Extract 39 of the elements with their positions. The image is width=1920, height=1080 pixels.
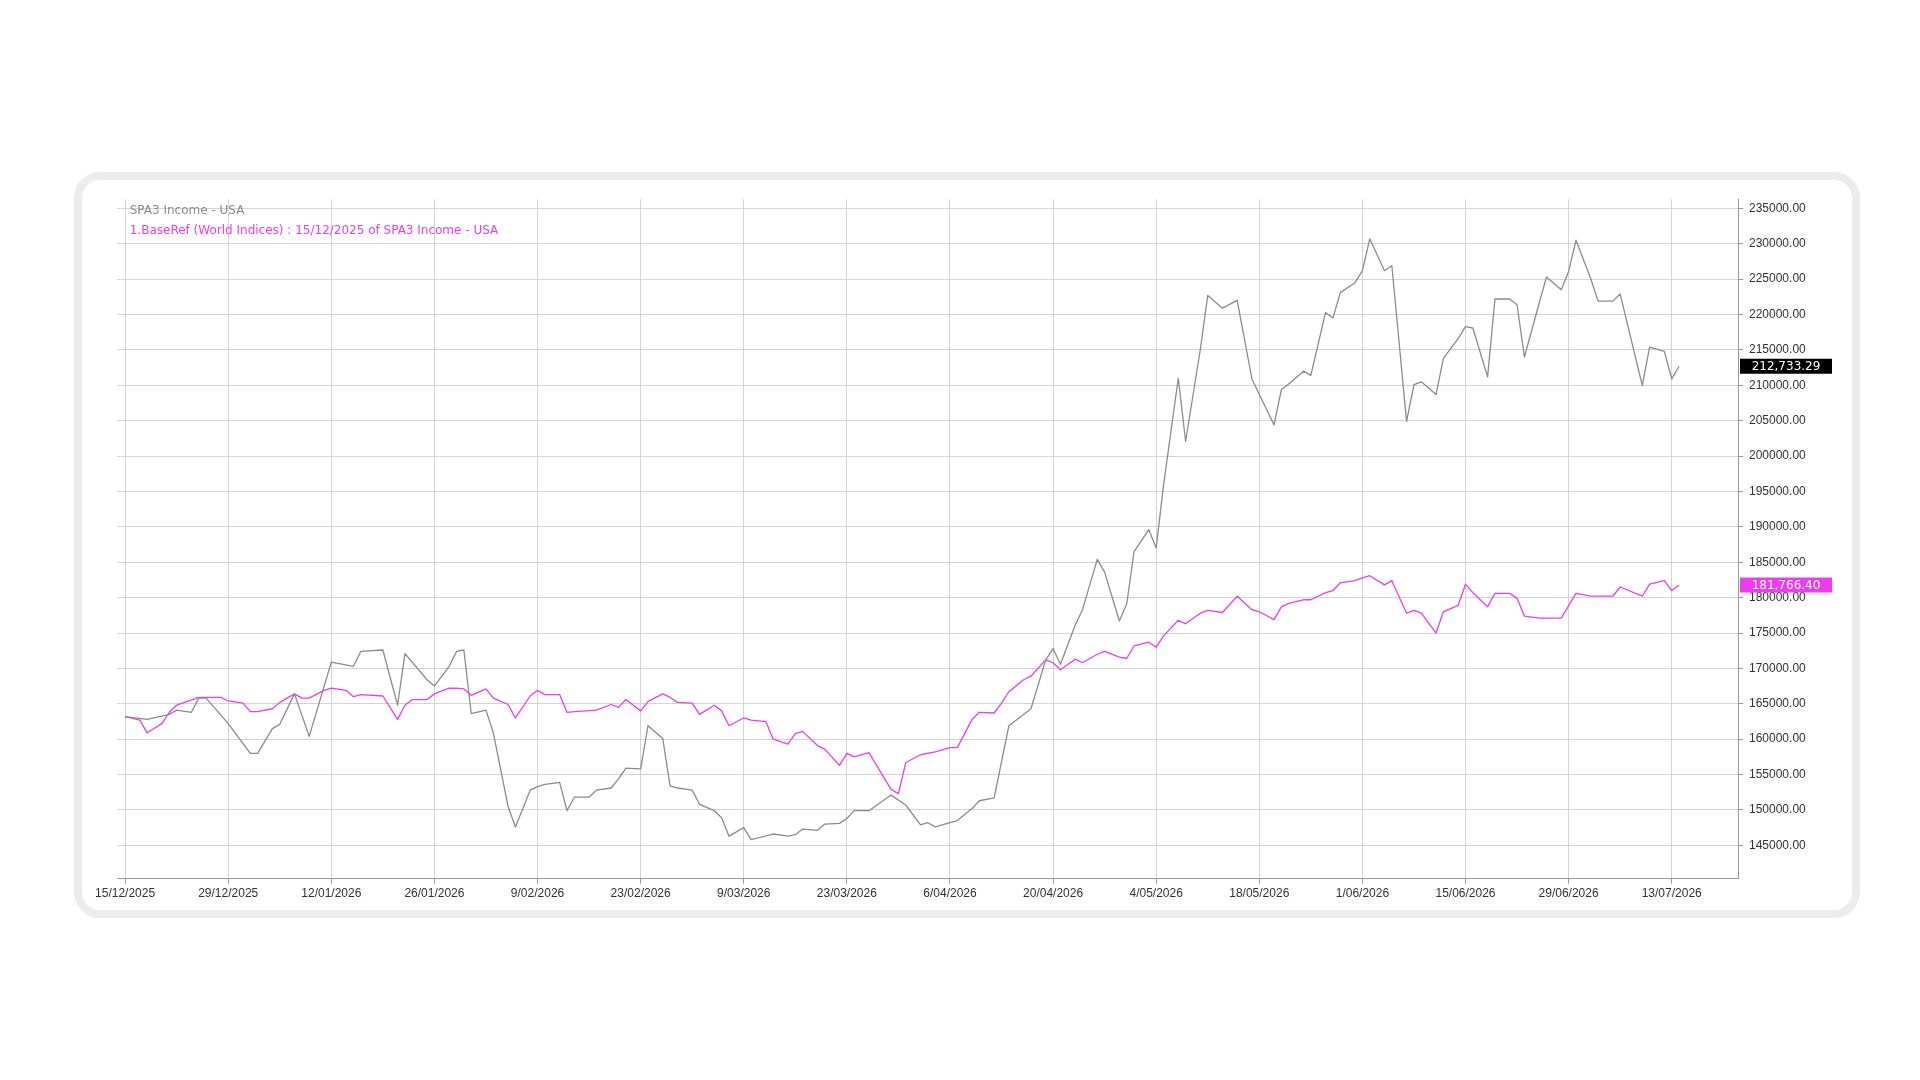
y-tick-label: 235000.00 — [1749, 200, 1807, 215]
y-tick-label: 200000.00 — [1749, 448, 1807, 463]
y-tick-label: 175000.00 — [1749, 625, 1807, 640]
y-tick-label: 190000.00 — [1749, 519, 1807, 534]
x-tick-label: 9/02/2026 — [510, 886, 565, 901]
x-tick-label: 13/07/2026 — [1641, 886, 1703, 901]
x-tick-label: 23/02/2026 — [610, 886, 671, 901]
y-tick-label: 205000.00 — [1749, 413, 1807, 428]
x-tick-label: 6/04/2026 — [923, 886, 977, 901]
y-tick-label: 170000.00 — [1749, 660, 1807, 675]
y-tick-label: 195000.00 — [1749, 483, 1807, 498]
y-tick-label: 145000.00 — [1749, 837, 1807, 852]
y-tick-label: 215000.00 — [1749, 342, 1807, 357]
x-tick-label: 18/05/2026 — [1229, 886, 1290, 901]
x-tick-label: 20/04/2026 — [1023, 886, 1084, 901]
x-tick-label: 29/06/2026 — [1538, 886, 1599, 901]
y-tick-label: 185000.00 — [1749, 554, 1807, 569]
x-tick-label: 1/06/2026 — [1335, 886, 1390, 901]
x-tick-label: 26/01/2026 — [404, 886, 465, 901]
y-tick-label: 230000.00 — [1749, 236, 1807, 251]
y-tick-label: 220000.00 — [1749, 306, 1807, 321]
text: SPA3 Income - USA — [129, 203, 246, 218]
y-tick-label: 160000.00 — [1749, 731, 1807, 746]
text: 212,733.29 — [1751, 358, 1821, 373]
y-tick-label: 165000.00 — [1749, 696, 1807, 711]
y-tick-label: 155000.00 — [1749, 766, 1807, 781]
y-tick-label: 210000.00 — [1749, 377, 1807, 392]
text: 181,766.40 — [1751, 577, 1821, 592]
y-tick-label: 180000.00 — [1749, 589, 1807, 604]
x-tick-label: 23/03/2026 — [816, 886, 878, 901]
x-tick-label: 4/05/2026 — [1129, 886, 1184, 901]
text: 1.BaseRef (World Indices) : 15/12/2025 of SPA3 Income - USA — [129, 223, 500, 238]
x-tick-label: 9/03/2026 — [717, 886, 771, 901]
y-tick-label: 225000.00 — [1749, 271, 1807, 286]
x-tick-label: 15/06/2026 — [1435, 886, 1496, 901]
x-tick-label: 29/12/2025 — [198, 886, 259, 901]
x-tick-label: 15/12/2025 — [95, 886, 156, 901]
y-tick-label: 150000.00 — [1749, 802, 1807, 817]
x-tick-label: 12/01/2026 — [301, 886, 362, 901]
